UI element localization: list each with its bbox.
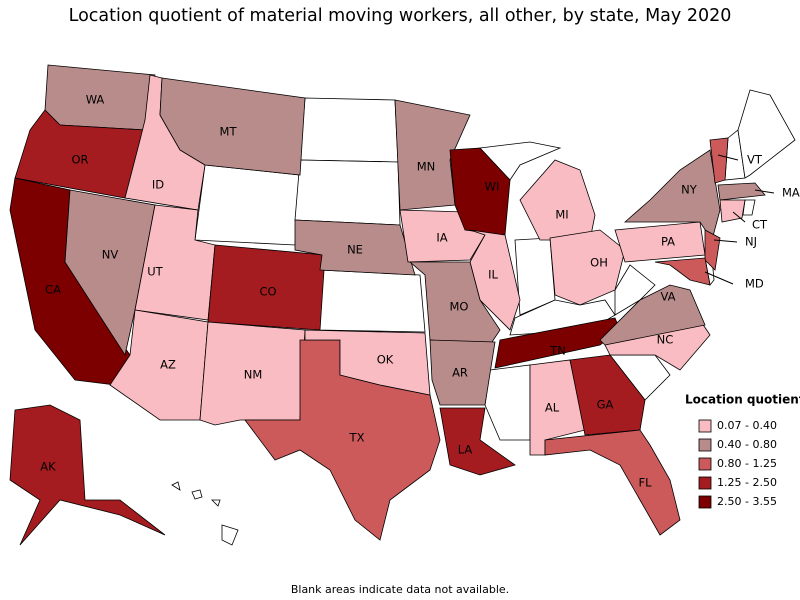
legend-swatch — [698, 457, 712, 471]
legend-swatch — [698, 495, 712, 509]
state-shape-no-data — [299, 97, 399, 163]
legend-label: 0.40 - 0.80 — [717, 438, 777, 451]
state-label: MO — [450, 300, 469, 314]
legend-swatch — [698, 419, 712, 433]
state-label: AZ — [160, 358, 176, 372]
leader-line — [704, 271, 734, 285]
state-shape-no-data — [194, 164, 301, 246]
legend-label: 1.25 - 2.50 — [717, 476, 777, 489]
state-shape-no-data — [221, 524, 239, 546]
state-label: GA — [597, 398, 614, 412]
state-label: UT — [147, 265, 163, 279]
state-label: PA — [661, 235, 675, 249]
state-label: CO — [259, 285, 276, 299]
leader-line — [732, 211, 746, 223]
state-shape-no-data — [614, 264, 656, 316]
legend-swatch — [698, 438, 712, 452]
state-shape — [549, 229, 626, 306]
state-label: MA — [782, 186, 800, 200]
leader-line — [717, 154, 739, 161]
state-shape — [599, 284, 706, 346]
state-label: MN — [417, 160, 436, 174]
state-label: IA — [436, 231, 447, 245]
state-label: CT — [752, 218, 768, 232]
title: Location quotient of material moving wor… — [69, 6, 732, 26]
state-shape-no-data — [211, 499, 221, 507]
state-shape — [9, 404, 166, 546]
state-label: OK — [377, 353, 394, 367]
state-label: NM — [244, 368, 263, 382]
state-label: MD — [745, 277, 764, 291]
state-label: TN — [549, 344, 566, 358]
state-shape — [304, 329, 431, 396]
legend-title: Location quotient — [685, 393, 800, 407]
state-label: CA — [45, 283, 61, 297]
state-shape — [64, 189, 156, 357]
state-label: OR — [71, 153, 88, 167]
state-shape-no-data — [191, 489, 203, 500]
state-label: AL — [545, 401, 560, 415]
states — [9, 64, 796, 546]
state-label: AR — [452, 366, 468, 380]
state-shape — [294, 219, 416, 276]
state-label: FL — [638, 476, 652, 490]
legend-swatch — [698, 476, 712, 490]
state-label: OH — [590, 256, 608, 270]
state-shape — [519, 159, 596, 241]
state-shape — [709, 137, 729, 184]
state-shape — [159, 77, 306, 176]
state-shape — [394, 99, 471, 211]
state-label: NY — [681, 183, 698, 197]
state-label: MT — [220, 125, 238, 139]
state-label: NE — [347, 243, 363, 257]
state-label: VT — [747, 153, 763, 167]
state-label: VA — [661, 290, 676, 304]
state-label: LA — [458, 443, 473, 457]
legend-label: 0.80 - 1.25 — [717, 457, 777, 470]
state-label: WI — [485, 180, 500, 194]
state-shape-no-data — [294, 159, 401, 226]
state-shape — [544, 429, 681, 536]
footnote: Blank areas indicate data not available. — [291, 583, 509, 596]
legend-label: 0.07 - 0.40 — [717, 419, 777, 432]
state-label: IL — [488, 268, 498, 282]
state-shape — [654, 257, 711, 286]
state-shape — [439, 407, 516, 476]
state-shape-no-data — [171, 481, 181, 491]
state-shape — [469, 229, 521, 331]
state-shape — [569, 354, 646, 436]
state-shape — [717, 182, 766, 201]
legend-label: 2.50 - 3.55 — [717, 495, 777, 508]
state-label: NC — [657, 333, 674, 347]
state-shape — [408, 261, 501, 346]
state-label: MI — [555, 208, 568, 222]
leader-line — [713, 239, 738, 243]
leader-line — [754, 189, 775, 194]
state-label: NV — [102, 248, 119, 262]
state-label: TX — [349, 431, 365, 445]
state-shape-no-data — [317, 269, 426, 333]
state-label: WA — [86, 93, 105, 107]
state-label: AK — [40, 460, 56, 474]
state-shape — [429, 339, 496, 406]
state-shape-no-data — [484, 364, 531, 441]
state-label: ID — [152, 178, 164, 192]
state-shape-no-data — [737, 89, 796, 179]
state-label: NJ — [745, 235, 757, 249]
